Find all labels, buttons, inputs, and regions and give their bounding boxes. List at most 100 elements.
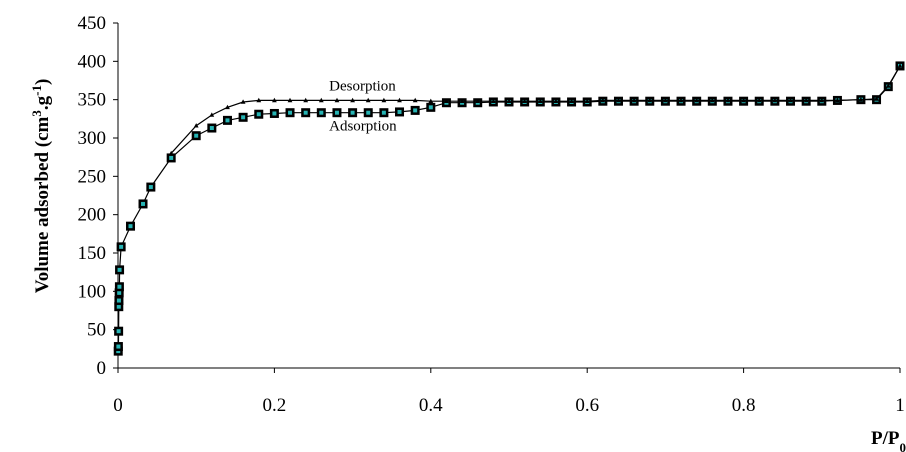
- y-tick-label: 100: [78, 281, 107, 302]
- x-tick-label: 0.8: [732, 395, 756, 416]
- adsorption-point: [269, 108, 279, 118]
- adsorption-point: [113, 342, 123, 352]
- adsorption-point: [113, 346, 123, 356]
- desorption-point: [318, 97, 324, 103]
- desorption-point: [694, 97, 700, 103]
- adsorption-point: [166, 153, 176, 163]
- desorption-point: [600, 97, 606, 103]
- desorption-point: [475, 98, 481, 103]
- desorption-point: [874, 96, 879, 101]
- desorption-point: [412, 97, 418, 103]
- y-axis-title: Volume adsorbed (cm3.g-1): [29, 79, 54, 294]
- desorption-point: [365, 97, 371, 103]
- adsorption-point: [114, 282, 124, 292]
- series-annotation: Adsorption: [329, 118, 397, 134]
- y-tick-label: 200: [78, 205, 107, 226]
- desorption-point: [803, 97, 809, 103]
- desorption-point: [678, 97, 684, 103]
- adsorption-point: [207, 123, 217, 133]
- series-annotation: Desorption: [329, 78, 396, 94]
- y-tick-label: 50: [87, 320, 106, 341]
- x-tick-label: 1: [895, 395, 905, 416]
- adsorption-point: [426, 102, 436, 112]
- adsorption-point: [410, 105, 420, 115]
- desorption-point: [272, 97, 277, 103]
- adsorption-point: [222, 115, 232, 125]
- desorption-point: [287, 97, 293, 103]
- adsorption-point: [363, 108, 373, 118]
- desorption-point: [819, 97, 825, 103]
- desorption-point: [631, 97, 637, 103]
- desorption-point: [885, 83, 891, 88]
- desorption-point: [381, 97, 387, 103]
- adsorption-line: [117, 65, 901, 352]
- adsorption-point: [146, 182, 156, 192]
- desorption-line: [170, 65, 901, 154]
- x-axis-title: P/P0: [871, 428, 906, 452]
- adsorption-point: [348, 108, 358, 118]
- y-tick-label: 350: [78, 90, 107, 111]
- desorption-point: [491, 98, 496, 103]
- adsorption-point: [254, 109, 264, 119]
- adsorption-point: [332, 108, 342, 118]
- desorption-point: [616, 97, 621, 103]
- desorption-point: [553, 98, 559, 103]
- adsorption-point: [316, 108, 326, 118]
- x-tick-label: 0.6: [575, 395, 599, 416]
- desorption-point: [303, 97, 309, 103]
- desorption-point: [209, 112, 215, 117]
- desorption-point: [584, 98, 590, 103]
- x-tick-label: 0: [113, 395, 123, 416]
- series-layer: [113, 61, 905, 356]
- adsorption-point: [114, 326, 124, 336]
- adsorption-point: [191, 131, 201, 141]
- desorption-point: [772, 97, 778, 103]
- desorption-point: [240, 99, 246, 104]
- desorption-point: [459, 98, 465, 103]
- adsorption-point: [114, 302, 124, 312]
- adsorption-point: [285, 108, 295, 118]
- adsorption-point: [301, 108, 311, 118]
- desorption-point: [397, 97, 402, 103]
- y-axis: 0 50 100 150 200 250 300 350 400 450: [78, 13, 119, 379]
- desorption-point: [663, 97, 668, 103]
- x-axis: 0 0.2 0.4 0.6 0.8 1: [113, 367, 905, 416]
- desorption-point: [897, 63, 903, 68]
- desorption-point: [756, 97, 762, 103]
- desorption-point: [350, 97, 355, 103]
- adsorption-point: [114, 296, 124, 306]
- adsorption-point: [138, 199, 148, 209]
- annotation-layer: Desorption Adsorption: [329, 78, 397, 134]
- desorption-point: [835, 97, 840, 103]
- y-tick-label: 400: [78, 51, 107, 72]
- desorption-point: [709, 97, 715, 103]
- desorption-point: [522, 98, 527, 103]
- y-tick-label: 450: [78, 13, 107, 34]
- adsorption-point: [126, 221, 136, 231]
- desorption-point: [428, 98, 434, 103]
- desorption-point: [168, 150, 174, 156]
- desorption-point: [725, 97, 731, 103]
- adsorption-point: [116, 242, 126, 252]
- desorption-point: [334, 97, 340, 103]
- adsorption-point: [115, 265, 125, 275]
- desorption-point: [506, 98, 512, 103]
- desorption-point: [858, 97, 864, 102]
- desorption-series: [168, 63, 903, 156]
- x-tick-label: 0.2: [263, 395, 287, 416]
- desorption-point: [741, 97, 746, 103]
- x-axis-title-sub: 0: [900, 440, 906, 452]
- y-tick-label: 150: [78, 243, 107, 264]
- adsorption-point: [395, 107, 405, 117]
- y-axis-title-sup2: -1: [29, 85, 44, 96]
- desorption-point: [537, 98, 543, 103]
- desorption-point: [647, 97, 653, 103]
- desorption-point: [225, 104, 230, 110]
- adsorption-point: [238, 112, 248, 122]
- desorption-point: [193, 123, 199, 128]
- adsorption-point: [379, 108, 389, 118]
- desorption-point: [569, 98, 574, 103]
- y-tick-label: 0: [97, 358, 107, 379]
- y-axis-title-sup1: 3: [29, 110, 44, 117]
